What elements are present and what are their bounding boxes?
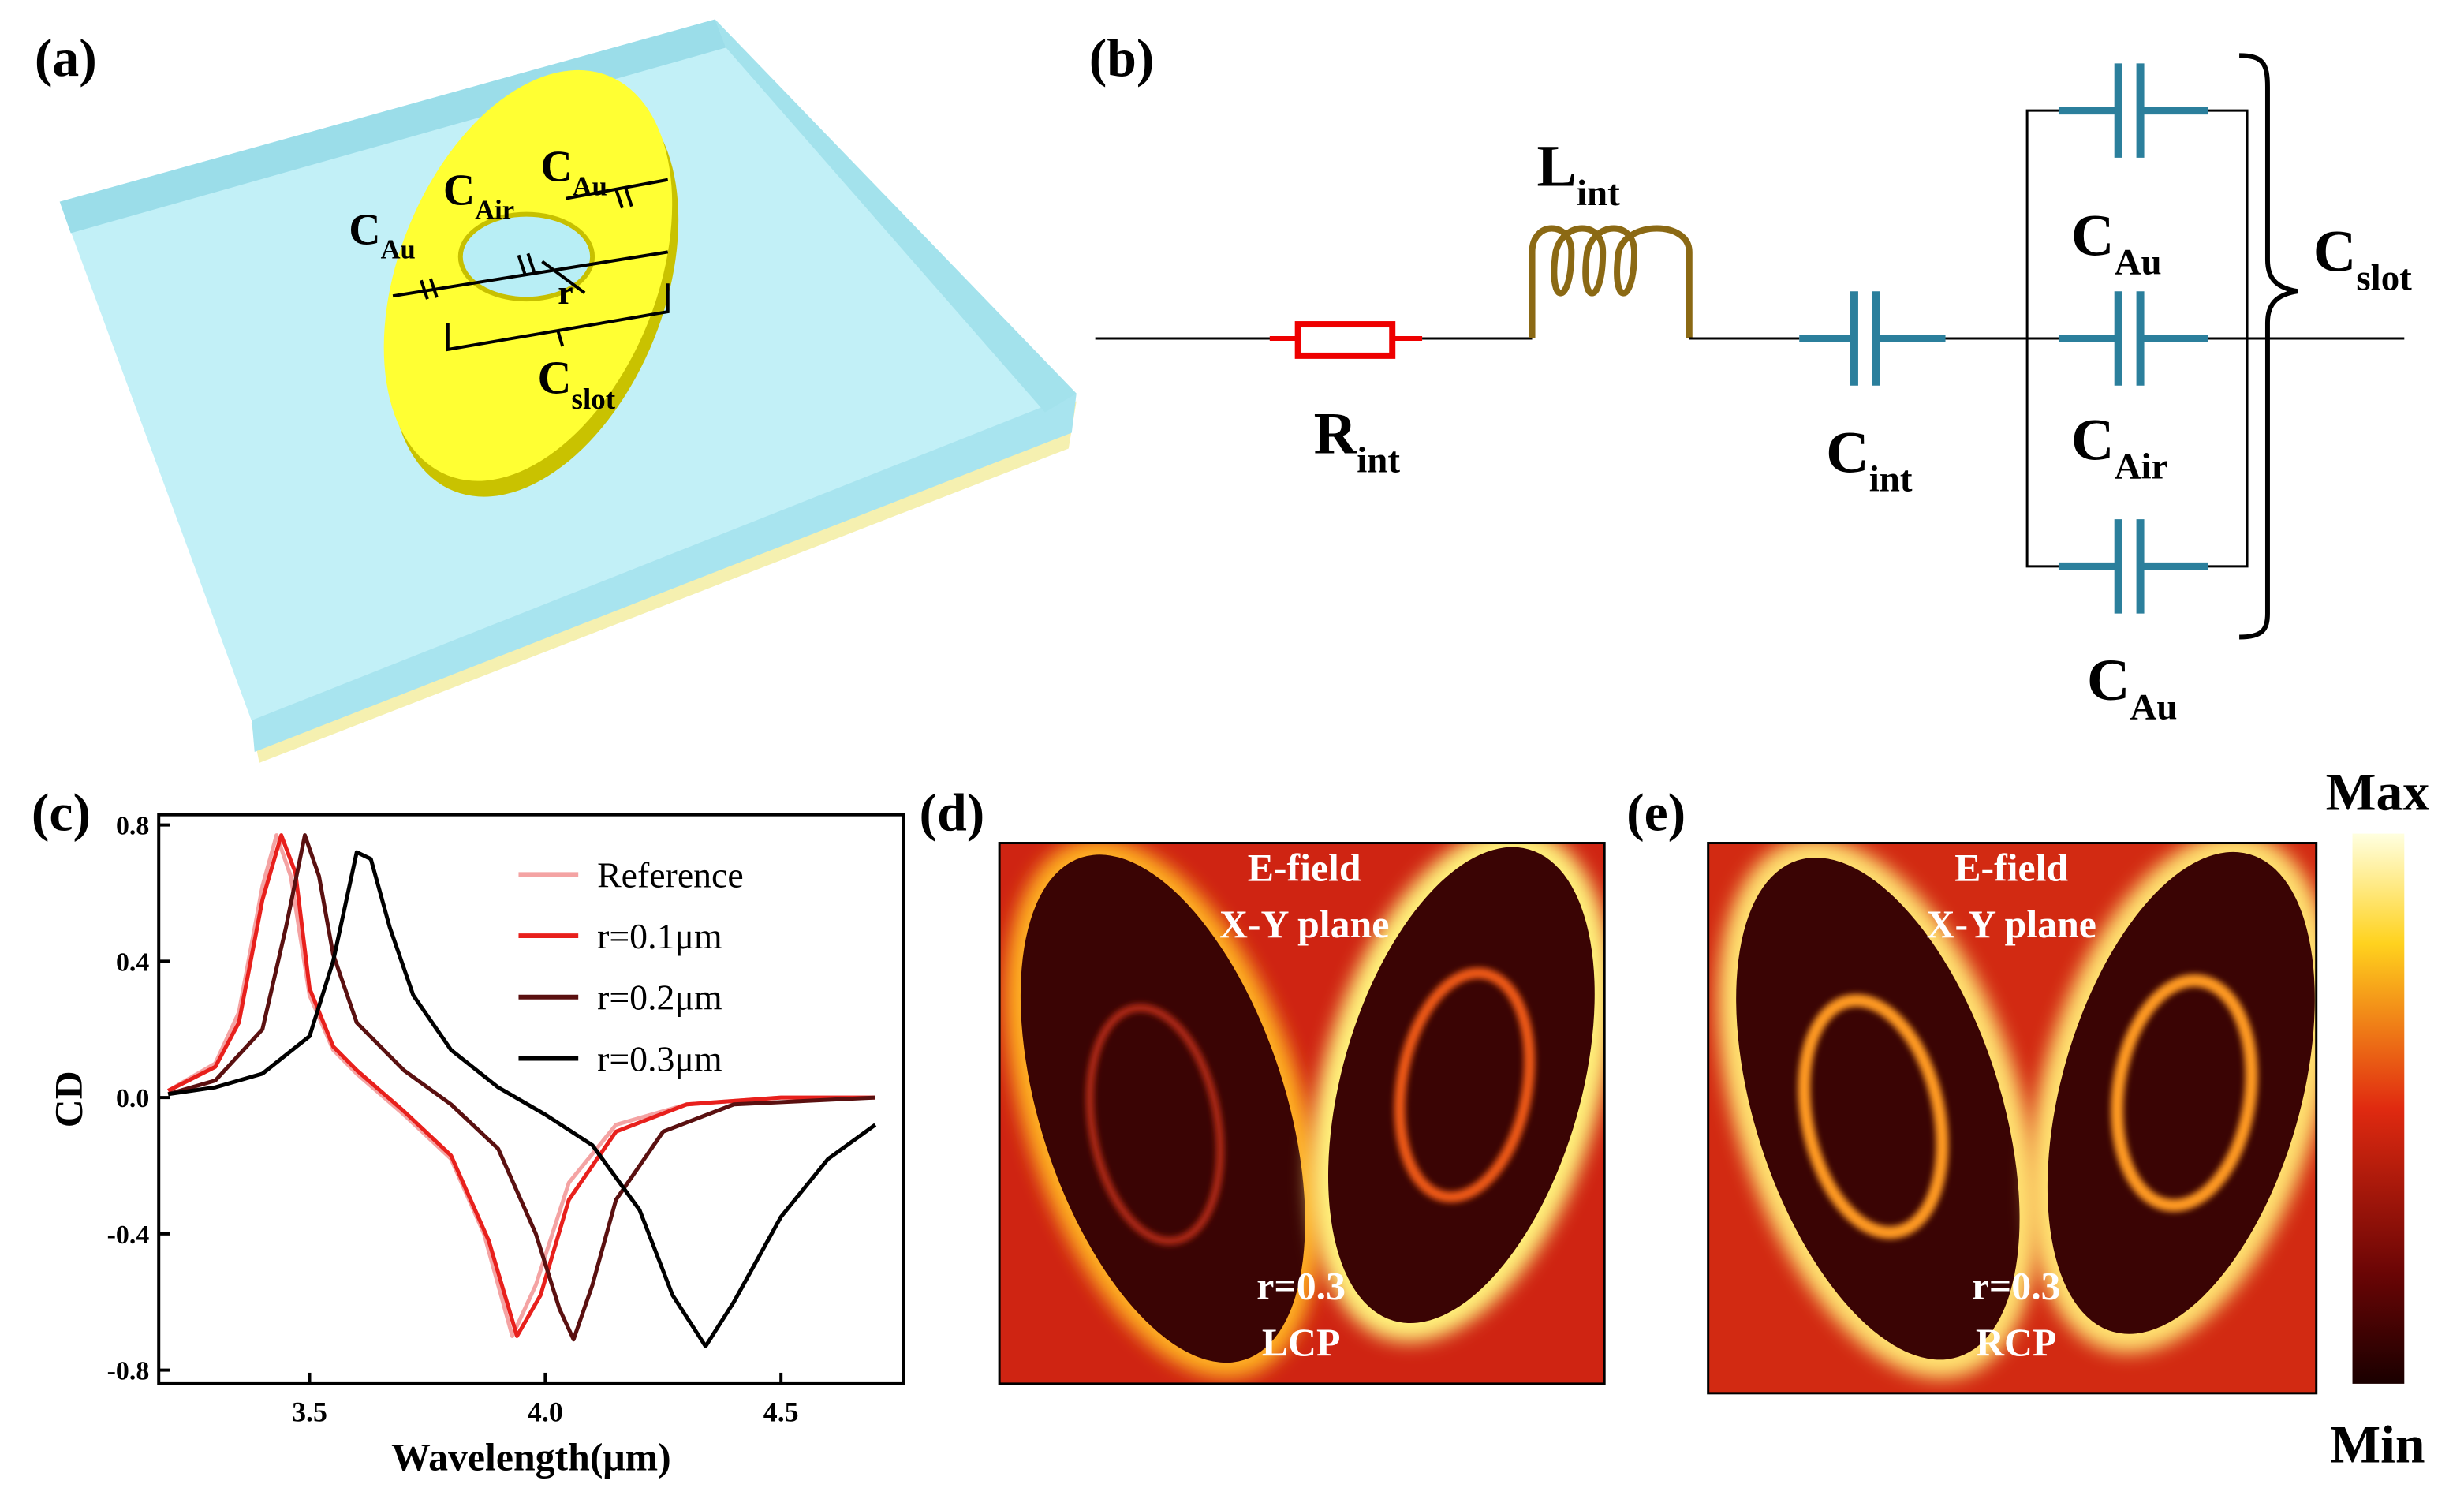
circuit-label: Rint: [1314, 401, 1401, 480]
circuit-label: Cint: [1826, 420, 1913, 499]
y-axis-label: CD: [47, 1071, 91, 1127]
circuit-label-main: R: [1314, 401, 1358, 466]
structure-label-main: C: [443, 166, 475, 215]
field-map-lcp: [999, 843, 1605, 1384]
panel-label: (d): [920, 783, 985, 843]
map-frame: [998, 842, 1606, 1385]
circuit-label-sub: Au: [2115, 242, 2162, 283]
map-label: X-Y plane: [1927, 903, 2096, 946]
circuit-label-main: C: [1826, 420, 1869, 485]
structure-label-main: C: [349, 205, 380, 254]
circuit-label-sub: slot: [2356, 258, 2412, 299]
panel-label: (c): [32, 783, 91, 843]
y-tick-label: 0.8: [116, 812, 149, 841]
circuit-label-sub: Air: [2115, 447, 2168, 488]
circuit-label-main: C: [2071, 407, 2115, 473]
circuit-label-sub: int: [1869, 459, 1913, 500]
colorbar-min: Min: [2330, 1415, 2425, 1475]
gold-disk: [383, 69, 679, 497]
colorbar-max: Max: [2326, 763, 2430, 822]
circuit-label: Cslot: [2313, 219, 2412, 298]
series-line: [167, 833, 875, 1338]
map-label: E-field: [1248, 846, 1361, 889]
circuit-label: CAu: [2087, 648, 2178, 727]
structure-annotations: [392, 178, 670, 352]
structure-label-sub: Au: [381, 234, 416, 264]
y-tick-label: 0.4: [116, 948, 149, 977]
legend-label: r=0.3μm: [597, 1038, 722, 1079]
legend-label: r=0.1μm: [597, 916, 722, 956]
series-line: [167, 833, 875, 1342]
structure-label: CAu: [540, 143, 607, 202]
circuit-label: Lint: [1537, 134, 1621, 214]
circuit-label-main: C: [2087, 648, 2130, 713]
map-label: RCP: [1976, 1321, 2056, 1364]
legend-label: Reference: [597, 854, 744, 895]
x-tick-label: 4.0: [528, 1396, 563, 1428]
circuit: [1095, 53, 2405, 640]
map-label: E-field: [1954, 846, 2068, 889]
structure-label-main: r: [558, 274, 573, 312]
circuit-label-sub: Au: [2130, 686, 2178, 727]
x-tick-label: 4.5: [763, 1396, 799, 1428]
structure-label-main: C: [537, 352, 571, 404]
circuit-label: CAir: [2071, 407, 2167, 487]
map-frame: [1707, 842, 2318, 1395]
panel-label: (b): [1089, 28, 1155, 88]
series-line: [166, 833, 875, 1338]
structure-label-sub: Au: [573, 172, 607, 202]
circuit-label-main: C: [2071, 203, 2115, 268]
panel-label: (e): [1626, 783, 1686, 843]
field-map-rcp: [1708, 843, 2317, 1393]
x-axis-label: Wavelength(μm): [391, 1435, 671, 1479]
structure-label: Cslot: [537, 352, 615, 416]
panel-label: (a): [35, 28, 97, 88]
colorbar: [2352, 833, 2405, 1384]
y-tick-label: 0.0: [116, 1084, 149, 1113]
structure-label: r: [558, 274, 573, 312]
map-label: r=0.3: [1972, 1264, 2061, 1307]
structure-label: CAir: [443, 166, 514, 226]
circuit-label-main: C: [2313, 219, 2357, 284]
series-line: [167, 850, 877, 1348]
circuit-label: CAu: [2071, 203, 2162, 282]
plot-frame: [157, 813, 905, 1385]
map-label: LCP: [1262, 1321, 1341, 1364]
structure-label-sub: Air: [475, 195, 514, 225]
circuit-label-sub: int: [1577, 173, 1620, 214]
legend-label: r=0.2μm: [597, 978, 722, 1018]
y-tick-label: -0.4: [107, 1221, 150, 1250]
x-tick-label: 3.5: [292, 1396, 327, 1428]
map-label: X-Y plane: [1219, 903, 1389, 946]
y-tick-label: -0.8: [107, 1357, 150, 1386]
structure-label: CAu: [349, 205, 415, 264]
map-label: r=0.3: [1256, 1264, 1346, 1307]
structure-label-sub: slot: [572, 383, 616, 416]
circuit-label-main: L: [1537, 134, 1577, 200]
structure-label-main: C: [540, 143, 572, 192]
circuit-label-sub: int: [1357, 440, 1400, 481]
